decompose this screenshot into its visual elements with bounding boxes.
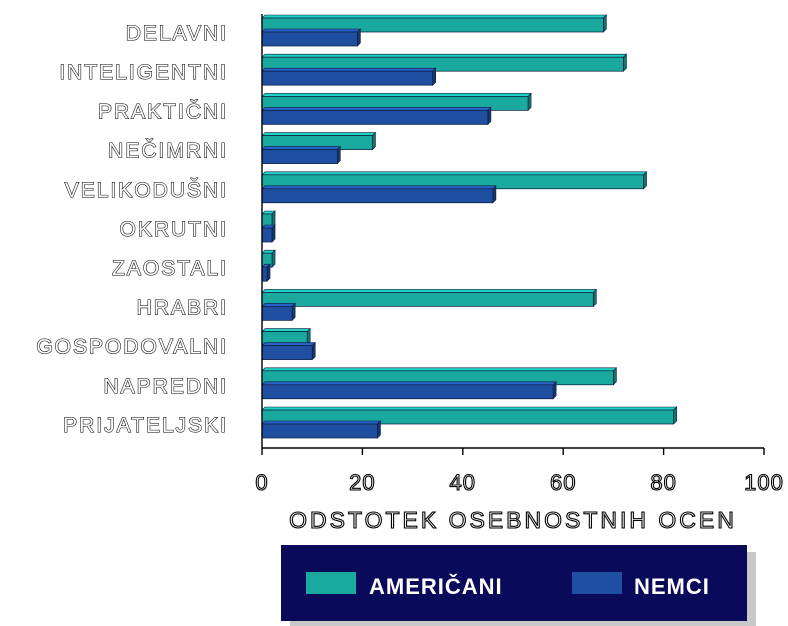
bar-nemci-8	[261, 341, 316, 361]
category-label-6: ZAOSTALI	[112, 257, 228, 280]
category-label-5: OKRUTNI	[120, 218, 229, 241]
bar-nemci-3	[261, 145, 342, 165]
bar-nemci-0	[261, 28, 362, 47]
legend-box	[281, 545, 747, 621]
category-label-7: HRABRI	[137, 296, 228, 319]
x-axis: 0 20 40 60 80 100	[255, 14, 784, 496]
x-tick-label-3: 60	[550, 470, 576, 495]
x-tick-label-0: 0	[255, 470, 268, 495]
legend: AMERIČANI NEMCI	[281, 545, 756, 626]
bar-nemci-1	[261, 67, 437, 86]
bar-americani-4	[261, 171, 648, 190]
bar-nemci-10	[261, 420, 382, 439]
bar-americani-3	[261, 131, 377, 151]
legend-swatch-nemci	[572, 572, 622, 594]
legend-label-nemci: NEMCI	[634, 574, 710, 599]
category-label-4: VELIKODUŠNI	[65, 179, 228, 202]
x-tick-label-1: 20	[349, 470, 375, 495]
category-label-3: NEČIMRNI	[108, 140, 228, 163]
bar-nemci-4	[261, 185, 497, 204]
bar-nemci-5	[261, 224, 276, 243]
legend-swatch-americani	[306, 572, 356, 594]
category-label-8: GOSPODOVALNI	[36, 336, 228, 359]
bar-nemci-2	[261, 106, 492, 126]
bar-americani-7	[261, 288, 598, 308]
category-labels: DELAVNI INTELIGENTNI PRAKTIČNI NEČIMRNI VELI…	[36, 21, 229, 437]
category-label-9: NAPREDNI	[103, 375, 228, 398]
bar-nemci-6	[261, 263, 271, 282]
x-tick-label-4: 80	[650, 470, 676, 495]
category-label-2: PRAKTIČNI	[98, 100, 228, 123]
bar-nemci-9	[261, 381, 557, 400]
bars-layer	[261, 14, 678, 439]
bar-americani-0	[261, 14, 608, 33]
category-label-0: DELAVNI	[126, 22, 228, 45]
bar-americani-1	[261, 53, 628, 72]
bar-americani-8	[261, 327, 311, 347]
x-tick-label-2: 40	[450, 470, 476, 495]
category-label-1: INTELIGENTNI	[59, 61, 228, 84]
x-axis-title: ODSTOTEK OSEBNOSTNIH OCEN	[289, 507, 737, 533]
x-tick-label-5: 100	[744, 470, 784, 495]
legend-label-americani: AMERIČANI	[369, 574, 503, 599]
category-label-10: PRIJATELJSKI	[63, 414, 228, 437]
bar-nemci-7	[261, 302, 296, 322]
